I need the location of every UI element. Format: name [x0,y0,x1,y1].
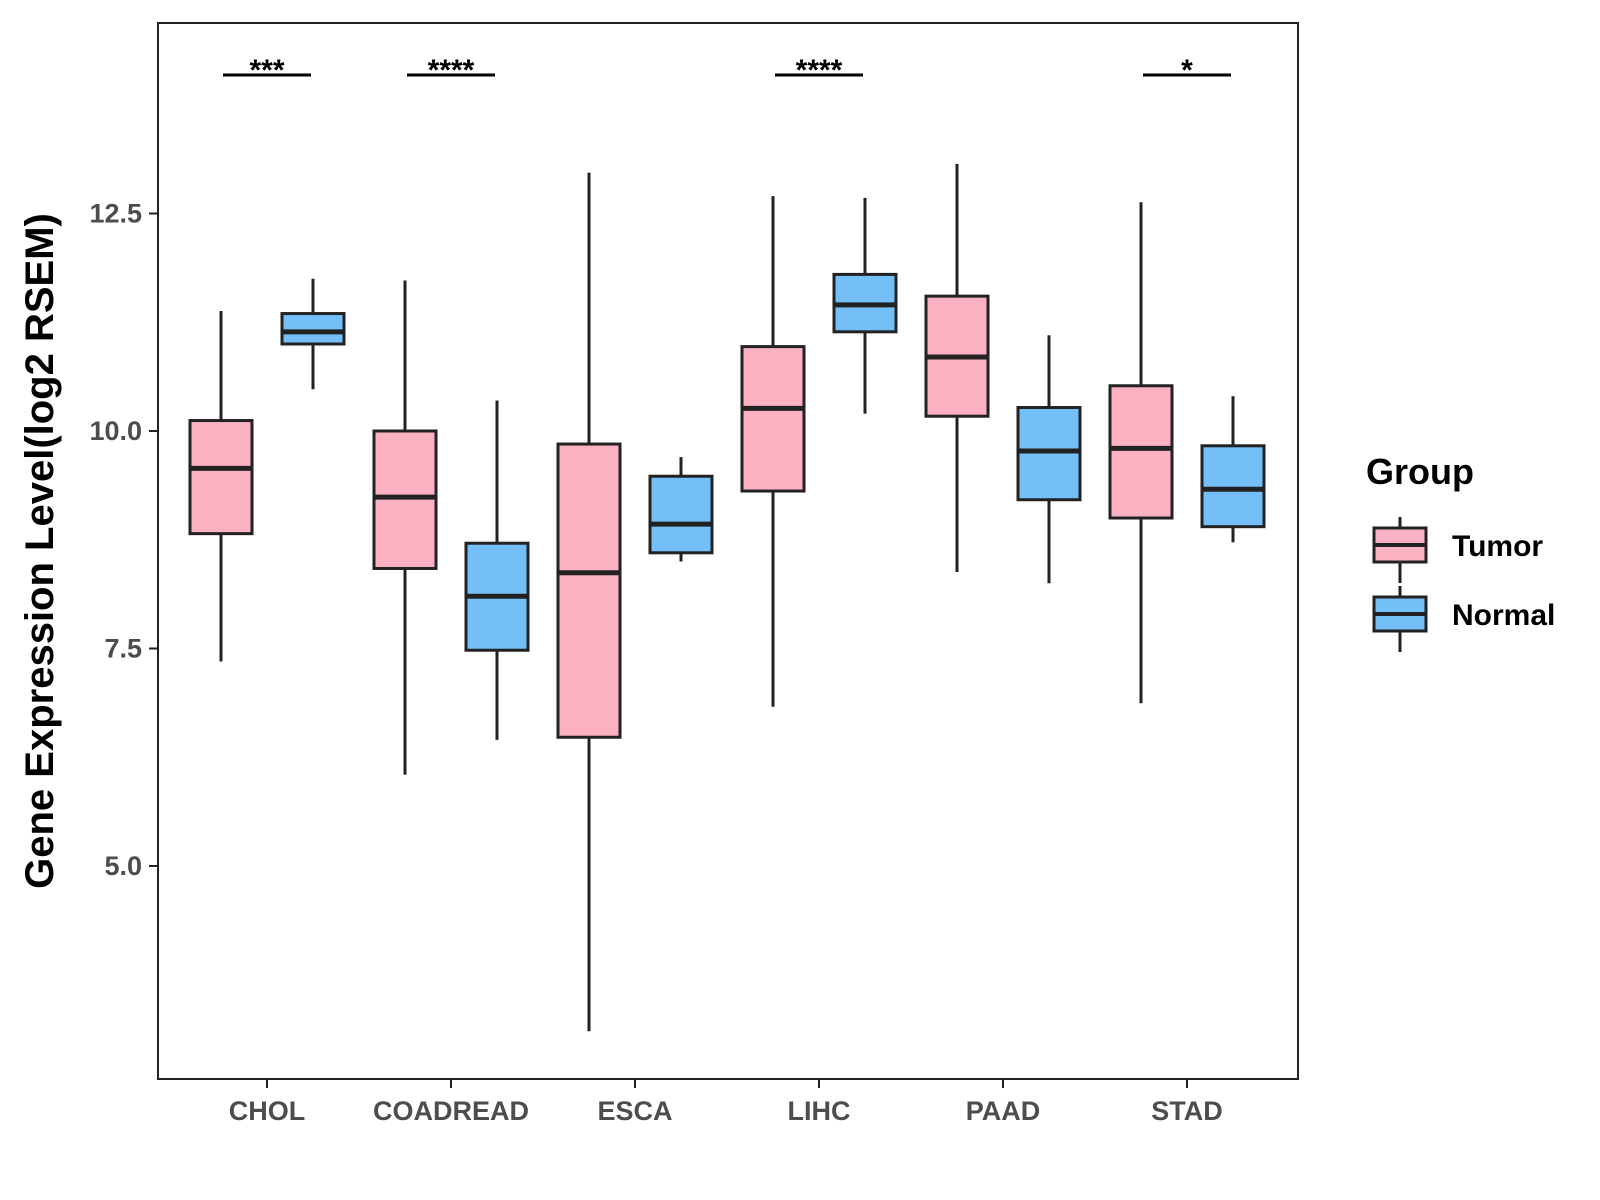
box-paad-normal [1016,335,1082,584]
y-axis-title: Gene Expression Level(log2 RSEM) [18,213,62,889]
significance-label-chol: *** [249,54,284,87]
box-body-chol-normal [280,312,346,346]
y-tick-label-1: 7.5 [104,634,142,664]
x-tick-label-chol: CHOL [229,1096,306,1126]
y-tick-label-3: 12.5 [89,199,142,229]
legend-item-normal: Normal [1372,586,1555,652]
y-axis: 5.0 7.5 10.0 12.5 [89,199,158,881]
significance-label-coadread: **** [428,54,475,87]
x-axis: CHOL COADREAD ESCA LIHC PAAD STAD [229,1079,1223,1126]
box-body-esca-normal [648,474,714,555]
legend-item-tumor: Tumor [1372,517,1543,583]
box-body-paad-normal [1016,406,1082,502]
significance-annotations: *** **** **** * [223,54,1231,87]
box-stad-tumor [1108,202,1174,704]
box-paad-tumor [924,163,990,572]
y-tick-label-2: 10.0 [89,416,142,446]
box-body-lihc-tumor [740,345,806,493]
box-lihc-normal [832,197,898,414]
box-stad-normal [1200,396,1266,543]
plot-marks [188,163,1266,1032]
box-body-stad-normal [1200,444,1266,529]
x-tick-label-paad: PAAD [966,1096,1041,1126]
plot-panel-border [157,22,1299,1080]
box-body-coadread-tumor [372,429,438,570]
box-coadread-normal [464,400,530,740]
legend-label-normal: Normal [1452,599,1555,632]
legend: Group Tumor Normal [1366,451,1555,652]
box-esca-tumor [556,172,622,1032]
box-body-stad-tumor [1108,384,1174,520]
x-tick-label-coadread: COADREAD [373,1096,529,1126]
significance-label-stad: * [1181,54,1193,87]
box-coadread-tumor [372,280,438,775]
box-chol-normal [280,278,346,390]
legend-label-tumor: Tumor [1452,530,1543,563]
box-body-chol-tumor [188,419,254,536]
x-tick-label-lihc: LIHC [788,1096,851,1126]
box-body-esca-tumor [556,442,622,739]
y-tick-label-0: 5.0 [104,851,142,881]
legend-title: Group [1366,451,1474,492]
significance-label-lihc: **** [796,54,843,87]
box-chol-tumor [188,310,254,662]
box-lihc-tumor [740,196,806,707]
box-esca-normal [648,457,714,562]
x-tick-label-stad: STAD [1151,1096,1223,1126]
x-tick-label-esca: ESCA [597,1096,672,1126]
